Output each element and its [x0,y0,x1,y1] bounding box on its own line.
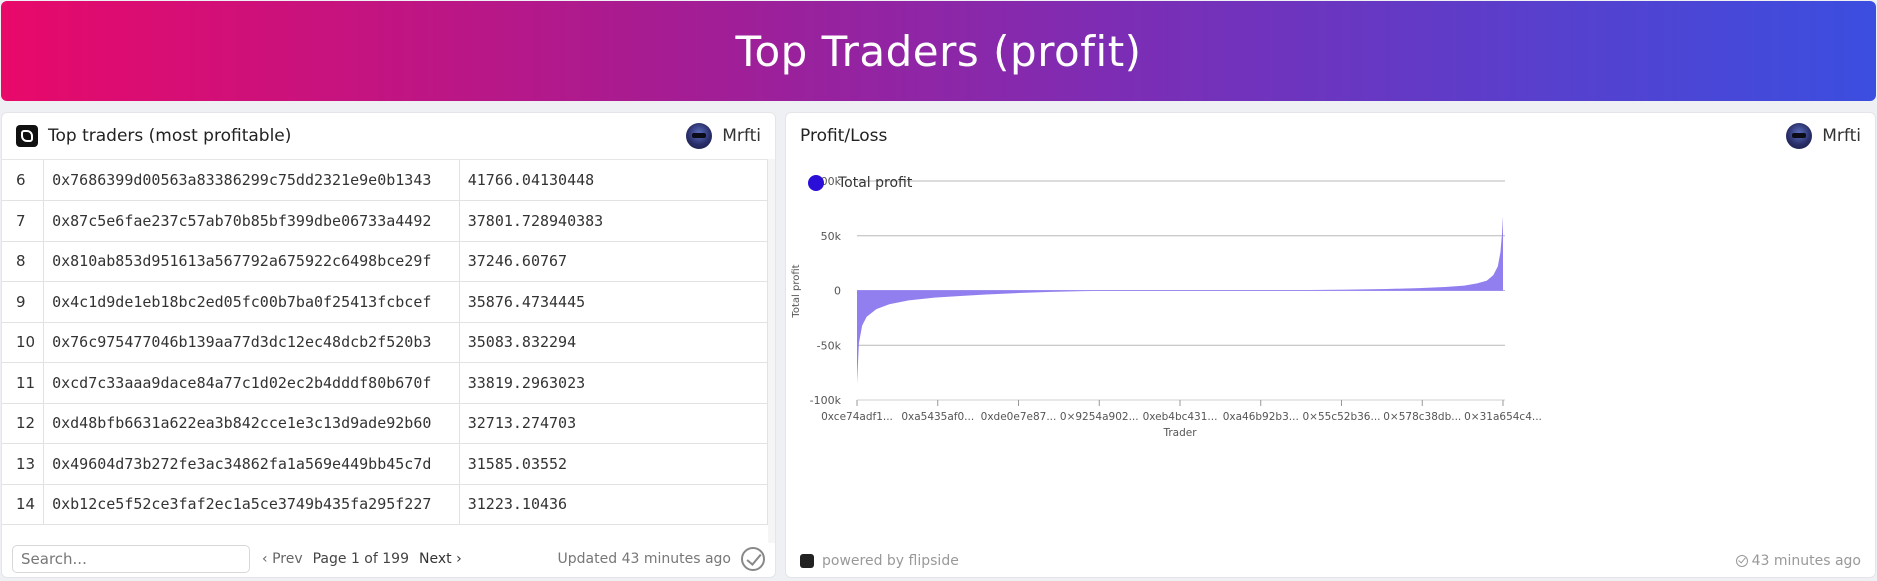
address-cell: 0x87c5e6fae237c57ab70b85bf399dbe06733a44… [43,200,460,242]
page-info: Page 1 of 199 [312,551,409,567]
time-ago: 43 minutes ago [1751,553,1861,569]
y-axis-label: Total profit [791,264,802,318]
page-title: Top Traders (profit) [735,26,1142,76]
chevron-left-icon: ‹ [262,551,268,567]
address-cell: 0x76c975477046b139aa77d3dc12ec48dcb2f520… [43,322,460,363]
profit-area [857,216,1503,384]
x-tick-label: 0×9254a902... [1060,411,1139,423]
table-row: 9 0x4c1d9de1eb18bc2ed05fc00b7ba0f25413fcb… [2,281,768,323]
address-cell: 0x810ab853d951613a567792a675922c6498bce2… [43,241,460,282]
profit-cell: 32713.274703 [459,403,768,444]
profit-cell: 31585.03552 [459,443,768,485]
update-status: Updated 43 minutes ago [558,547,765,571]
avatar [686,123,713,149]
author-link[interactable]: Mrfti [686,123,761,149]
pagination: ‹ Prev Page 1 of 199 Next › [262,551,462,567]
table-scrollbar[interactable] [768,159,775,543]
profit-cell: 33819.2963023 [459,362,768,404]
updated-text: Updated 43 minutes ago [557,551,731,567]
rank-cell: 7 [2,200,45,242]
next-button[interactable]: Next › [419,551,462,567]
table-row: 8 0x810ab853d951613a567792a675922c6498bce… [2,241,768,282]
powered-by[interactable]: powered by flipside [822,553,959,569]
profit-cell: 37246.60767 [459,241,768,282]
x-axis-label: Trader [1162,427,1197,439]
next-label: Next [418,551,452,567]
author-link[interactable]: Mrfti [1786,123,1861,149]
refresh-status: 43 minutes ago [1735,553,1861,569]
rank-cell: 12 [2,403,45,444]
panel-title: Profit/Loss [800,126,888,146]
y-tick-label: 50k [821,230,842,243]
search-input[interactable] [12,545,250,573]
x-tick-label: 0×55c52b36... [1302,411,1380,423]
rank-cell: 6 [2,160,45,201]
author-name: Mrfti [1822,126,1861,146]
check-circle-icon[interactable] [741,547,765,571]
check-circle-icon [1735,555,1748,567]
rank-cell: 11 [2,362,45,404]
profit-cell: 35876.4734445 [459,281,768,323]
chevron-right-icon: › [456,551,462,567]
traders-table-body: 6 0x7686399d00563a83386299c75dd2321e9e0b1… [2,160,768,525]
profit-cell: 37801.728940383 [459,200,768,242]
profit-loss-panel: 100k 50k 0 -50k -100k 0xce74adf1... 0xa5435af0… [785,112,1876,578]
address-cell: 0xb12ce5f52ce3faf2ec1a5ce3749b435fa295f2… [43,484,460,525]
x-tick-label: 0xa46b92b3... [1223,411,1299,423]
rank-cell: 8 [2,241,45,282]
profit-cell: 31223.10436 [459,484,768,525]
x-tick-label: 0xce74adf1... [821,411,893,423]
legend-marker [808,175,824,191]
header-banner: Top Traders (profit) [1,1,1876,101]
y-tick-label: -50k [817,339,842,352]
x-tick-label: 0×578c38db... [1383,411,1461,423]
y-tick-label: -100k [810,394,842,407]
legend-label: Total profit [838,175,913,191]
address-cell: 0x49604d73b272fe3ac34862fa1a569e449bb45c… [43,443,460,485]
rank-cell: 9 [2,281,45,323]
chart-legend[interactable]: Total profit [808,175,912,191]
table-row: 6 0x7686399d00563a83386299c75dd2321e9e0b1… [2,160,768,201]
flipside-logo-icon [16,125,38,147]
table-row: 14 0xb12ce5f52ce3faf2ec1a5ce3749b435fa295… [2,484,768,525]
author-name: Mrfti [722,126,761,146]
prev-label: Prev [272,551,303,567]
profit-cell: 35083.832294 [459,322,768,363]
address-cell: 0x7686399d00563a83386299c75dd2321e9e0b13… [43,160,460,201]
x-tick-label: 0xeb4bc431... [1143,411,1218,423]
prev-button[interactable]: ‹ Prev [262,551,303,567]
traders-table: 6 0x7686399d00563a83386299c75dd2321e9e0b1… [2,159,768,544]
address-cell: 0xd48bfb6631a622ea3b842cce1e3c13d9ade92b… [43,403,460,444]
table-row: 7 0x87c5e6fae237c57ab70b85bf399dbe06733a4… [2,200,768,242]
profit-cell: 41766.04130448 [459,160,768,201]
y-tick-label: 0 [834,285,841,298]
table-footer: ‹ Prev Page 1 of 199 Next › Updated 43 m… [2,541,775,577]
chart-footer: powered by flipside 43 minutes ago [786,545,1875,577]
table-row: 13 0x49604d73b272fe3ac34862fa1a569e449bb4… [2,443,768,485]
rank-cell: 14 [2,484,45,525]
address-cell: 0x4c1d9de1eb18bc2ed05fc00b7ba0f25413fcbc… [43,281,460,323]
x-tick-label: 0xa5435af0... [901,411,974,423]
table-row: 11 0xcd7c33aaa9dace84a77c1d02ec2b4dddf80b… [2,362,768,404]
panel-header: Profit/Loss Mrfti [786,113,1875,159]
top-traders-panel: Top traders (most profitable) Mrfti 6 0x7… [1,112,776,578]
address-cell: 0xcd7c33aaa9dace84a77c1d02ec2b4dddf80b67… [43,362,460,404]
table-row: 10 0x76c975477046b139aa77d3dc12ec48dcb2f5… [2,322,768,363]
flipside-logo-icon [800,554,814,568]
table-row: 12 0xd48bfb6631a622ea3b842cce1e3c13d9ade9… [2,403,768,444]
x-tick-label: 0xde0e7e87... [981,411,1057,423]
avatar [1786,123,1813,149]
rank-cell: 13 [2,443,45,485]
panel-header: Top traders (most profitable) Mrfti [2,113,775,159]
panel-title: Top traders (most profitable) [48,126,292,146]
rank-cell: 10 [2,322,45,363]
x-tick-label: 0×31a654c4... [1464,411,1542,423]
